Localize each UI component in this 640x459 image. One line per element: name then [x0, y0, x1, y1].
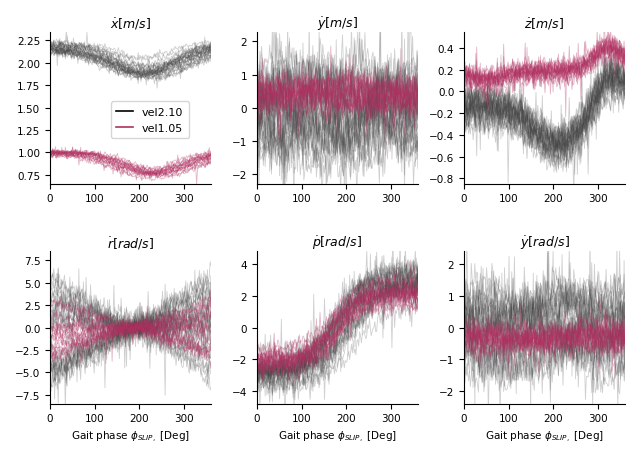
Title: $\dot{y}[rad/s]$: $\dot{y}[rad/s]$ [520, 235, 570, 252]
X-axis label: Gait phase $\phi_{SLIP,}$ [Deg]: Gait phase $\phi_{SLIP,}$ [Deg] [278, 429, 397, 444]
Title: $\dot{z}[m/s]$: $\dot{z}[m/s]$ [524, 17, 564, 32]
Title: $\dot{p}[rad/s]$: $\dot{p}[rad/s]$ [312, 235, 363, 252]
Title: $\dot{r}[rad/s]$: $\dot{r}[rad/s]$ [107, 235, 154, 251]
Title: $\dot{x}[m/s]$: $\dot{x}[m/s]$ [110, 17, 151, 32]
X-axis label: Gait phase $\phi_{SLIP,}$ [Deg]: Gait phase $\phi_{SLIP,}$ [Deg] [71, 429, 190, 444]
Legend: vel2.10, vel1.05: vel2.10, vel1.05 [111, 102, 189, 139]
Title: $\dot{y}[m/s]$: $\dot{y}[m/s]$ [317, 15, 358, 33]
X-axis label: Gait phase $\phi_{SLIP,}$ [Deg]: Gait phase $\phi_{SLIP,}$ [Deg] [485, 429, 604, 444]
